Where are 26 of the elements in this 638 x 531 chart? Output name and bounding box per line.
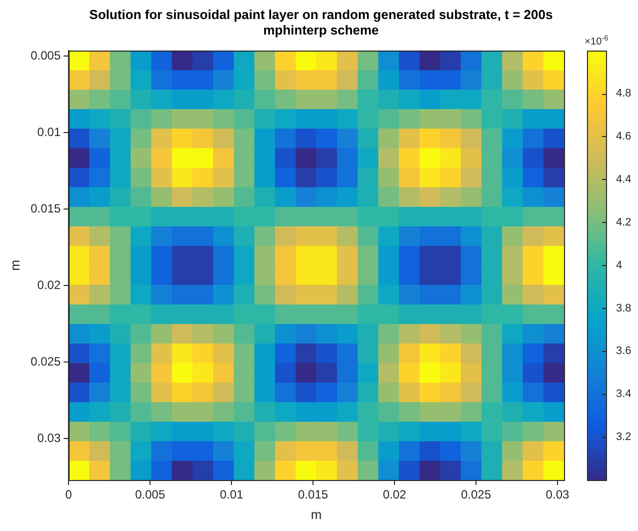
color-bar-label: 4.2: [616, 216, 632, 228]
x-tick-label: 0.005: [135, 488, 166, 502]
color-bar-label: 4.6: [616, 130, 632, 143]
x-tick-label: 0.01: [220, 488, 244, 502]
x-tick-label: 0.03: [546, 488, 570, 502]
color-bar-label: 4: [616, 259, 622, 272]
color-bar-label: 4.4: [616, 173, 632, 186]
color-bar-label: 3.8: [616, 302, 632, 314]
y-tick-label: 0.005: [30, 48, 61, 62]
x-tick-label: 0.015: [298, 488, 328, 502]
color-bar-label: 4.8: [616, 88, 632, 100]
y-tick-label: 0.01: [37, 124, 61, 139]
x-tick-label: 0.025: [460, 488, 492, 502]
chart-title: Solution for sinusoidal paint layer on random generated substrate, t = 200s: [89, 6, 553, 22]
y-tick-label: 0.025: [30, 354, 61, 368]
color-bar-label: 3.4: [616, 388, 632, 400]
color-bar-label: 3.2: [616, 431, 632, 444]
x-tick-label: 0: [65, 488, 72, 502]
color-bar-label: 3.6: [616, 345, 632, 358]
x-axis-title: m: [310, 506, 322, 522]
x-tick-label: 0.02: [382, 488, 407, 502]
y-axis-title: m: [7, 260, 22, 271]
y-tick-label: 0.015: [30, 201, 61, 216]
chart-subtitle: mphinterp scheme: [263, 22, 379, 38]
y-tick-label: 0.03: [37, 430, 61, 445]
y-tick-label: 0.02: [37, 278, 61, 292]
